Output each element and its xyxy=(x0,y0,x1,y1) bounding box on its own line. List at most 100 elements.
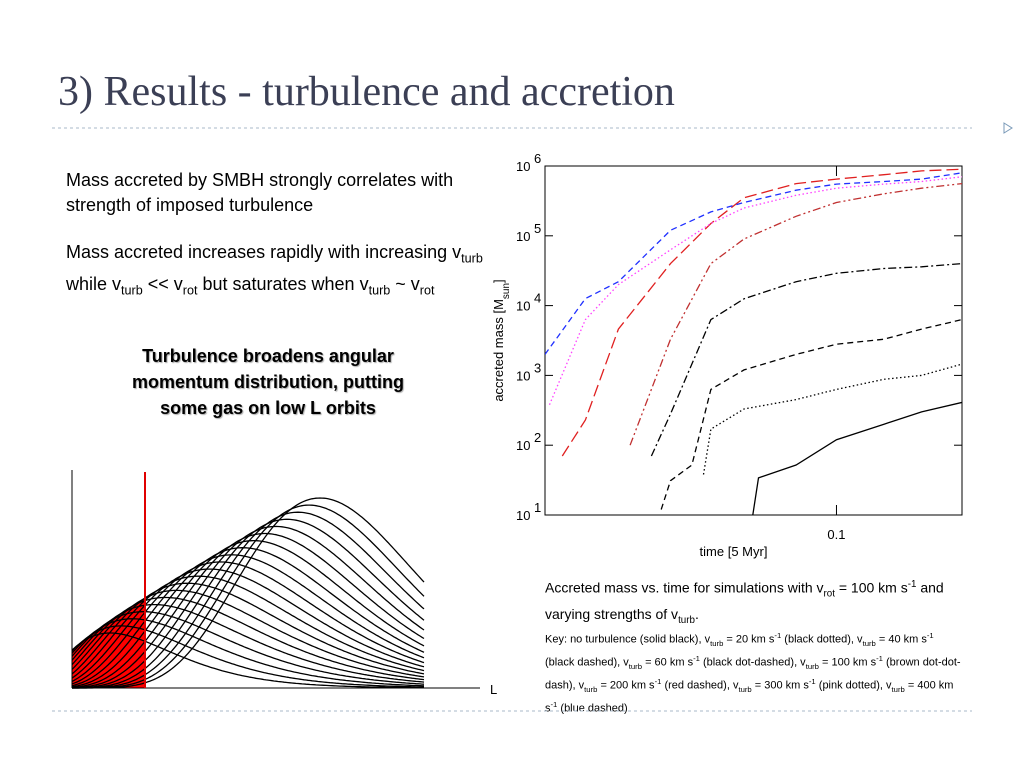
diagram: L xyxy=(71,470,497,697)
text-part: turb xyxy=(805,661,819,671)
text-part: and varying strengths of v xyxy=(545,579,944,623)
text-part: = 60 km s xyxy=(642,656,694,669)
y-tick-label: 10 xyxy=(516,508,530,523)
text-part: -1 xyxy=(654,676,662,686)
text-part: = 100 km s xyxy=(834,579,908,596)
y-tick-label: 10 xyxy=(516,438,530,453)
text-part: Key: no turbulence (solid black), v xyxy=(545,633,711,646)
distribution-curve xyxy=(72,511,425,689)
distribution-curve xyxy=(71,632,424,689)
distribution-curve xyxy=(71,568,425,682)
distribution-curve xyxy=(72,497,425,689)
slide-title: 3) Results - turbulence and accretion xyxy=(58,69,675,115)
text-part: turb xyxy=(121,283,143,298)
series-line xyxy=(561,168,962,457)
distribution-curve xyxy=(71,625,424,688)
y-axis-label: accreted mass [Msun] xyxy=(491,279,512,401)
y-tick-label: 10 xyxy=(516,299,530,314)
text-part: turb xyxy=(584,684,598,694)
series-line xyxy=(545,172,962,355)
distribution-curve xyxy=(71,618,424,687)
series-line xyxy=(702,363,962,475)
label-part: sun xyxy=(501,283,512,299)
key: Key: no turbulence (solid black), vturb … xyxy=(545,628,963,716)
text-part: (black dashed), v xyxy=(545,656,629,669)
text-part: while v xyxy=(66,273,122,294)
text-part: ~ v xyxy=(390,273,420,294)
text-part: << v xyxy=(142,273,183,294)
text-part: but saturates when v xyxy=(197,273,369,294)
distribution-curve xyxy=(71,554,425,687)
x-tick-label: 0.1 xyxy=(827,527,845,542)
chart: 10 1 10 2 10 3 10 4 10 5 10 6 0.1 time [5 Myr] accrete… xyxy=(491,151,963,559)
distribution-curve xyxy=(71,547,425,688)
y-tick-exponent: 5 xyxy=(534,221,541,236)
y-tick-label: 10 xyxy=(516,368,530,383)
axis-label: L xyxy=(490,682,497,697)
bullet: Mass accreted increases rapidly with inc… xyxy=(66,240,486,303)
text-part: . xyxy=(694,606,699,623)
text-part: (brown dot-dot-dash), v xyxy=(545,656,961,692)
y-tick-exponent: 6 xyxy=(534,151,541,166)
y-tick-label: 10 xyxy=(516,159,530,174)
distribution-curve xyxy=(71,589,425,678)
text-part: rot xyxy=(182,283,198,298)
text-part: turb xyxy=(738,684,752,694)
y-tick-label: 10 xyxy=(516,229,530,244)
text-part: -1 xyxy=(774,631,782,640)
text-part: Mass accreted by SMBH strongly correlate… xyxy=(66,170,454,215)
distribution-curve xyxy=(72,504,425,689)
text-part: = 200 km s xyxy=(597,679,655,692)
y-tick-exponent: 2 xyxy=(534,430,541,445)
distribution-curve xyxy=(71,539,425,689)
text-part: rot xyxy=(419,283,435,298)
text-part: -1 xyxy=(907,579,917,590)
text-part: -1 xyxy=(808,676,816,686)
series-line xyxy=(548,176,962,405)
text-part: Accreted mass vs. time for simulations w… xyxy=(545,579,824,596)
text-part: = 400 km s xyxy=(545,679,954,715)
distribution-curve xyxy=(72,525,425,689)
text-part: turb xyxy=(678,615,695,627)
text-part: turb xyxy=(368,283,391,298)
text-part: (black dot-dashed), v xyxy=(699,656,806,669)
series-line xyxy=(650,262,962,457)
series-line xyxy=(660,318,962,510)
series-line xyxy=(752,401,962,515)
x-axis-label: time [5 Myr] xyxy=(700,544,768,559)
text-part: Mass accreted increases rapidly with inc… xyxy=(66,242,462,262)
nav-arrow xyxy=(1003,122,1013,134)
plot-frame xyxy=(544,165,963,516)
series-line xyxy=(629,182,962,446)
text-part: -1 xyxy=(876,653,883,663)
text-part: (pink dotted), v xyxy=(815,679,892,692)
text-part: -1 xyxy=(926,631,934,640)
text-part: (red dashed), v xyxy=(661,679,739,692)
text-part: (black dotted), v xyxy=(781,633,863,646)
bullet: Mass accreted by SMBH strongly correlate… xyxy=(66,168,486,218)
distribution-curve xyxy=(71,611,425,685)
text-part: turb xyxy=(891,684,905,694)
text-part: = 100 km s xyxy=(818,656,877,669)
low-l-region xyxy=(72,598,145,688)
text-part: -1 xyxy=(550,699,558,709)
y-tick-exponent: 3 xyxy=(534,360,541,375)
text-part: = 40 km s xyxy=(875,633,927,646)
text-part: turb xyxy=(628,661,643,671)
text-part: = 20 km s xyxy=(723,633,775,646)
distribution-curve xyxy=(71,575,425,679)
text-part: = 300 km s xyxy=(751,679,809,692)
y-tick-exponent: 1 xyxy=(534,500,541,515)
distribution-curve xyxy=(71,603,425,683)
text-part: rot xyxy=(823,588,835,600)
caption: Accreted mass vs. time for simulations w… xyxy=(545,574,963,631)
text-part: turb xyxy=(862,638,876,648)
label-part: accreted mass [M xyxy=(491,299,506,402)
label-part: ] xyxy=(491,279,506,283)
distribution-curve xyxy=(71,518,425,689)
y-tick-exponent: 4 xyxy=(534,291,541,306)
text-part: turb xyxy=(461,251,483,266)
highlight-text: Turbulence broadens angular momentum dis… xyxy=(132,346,404,418)
